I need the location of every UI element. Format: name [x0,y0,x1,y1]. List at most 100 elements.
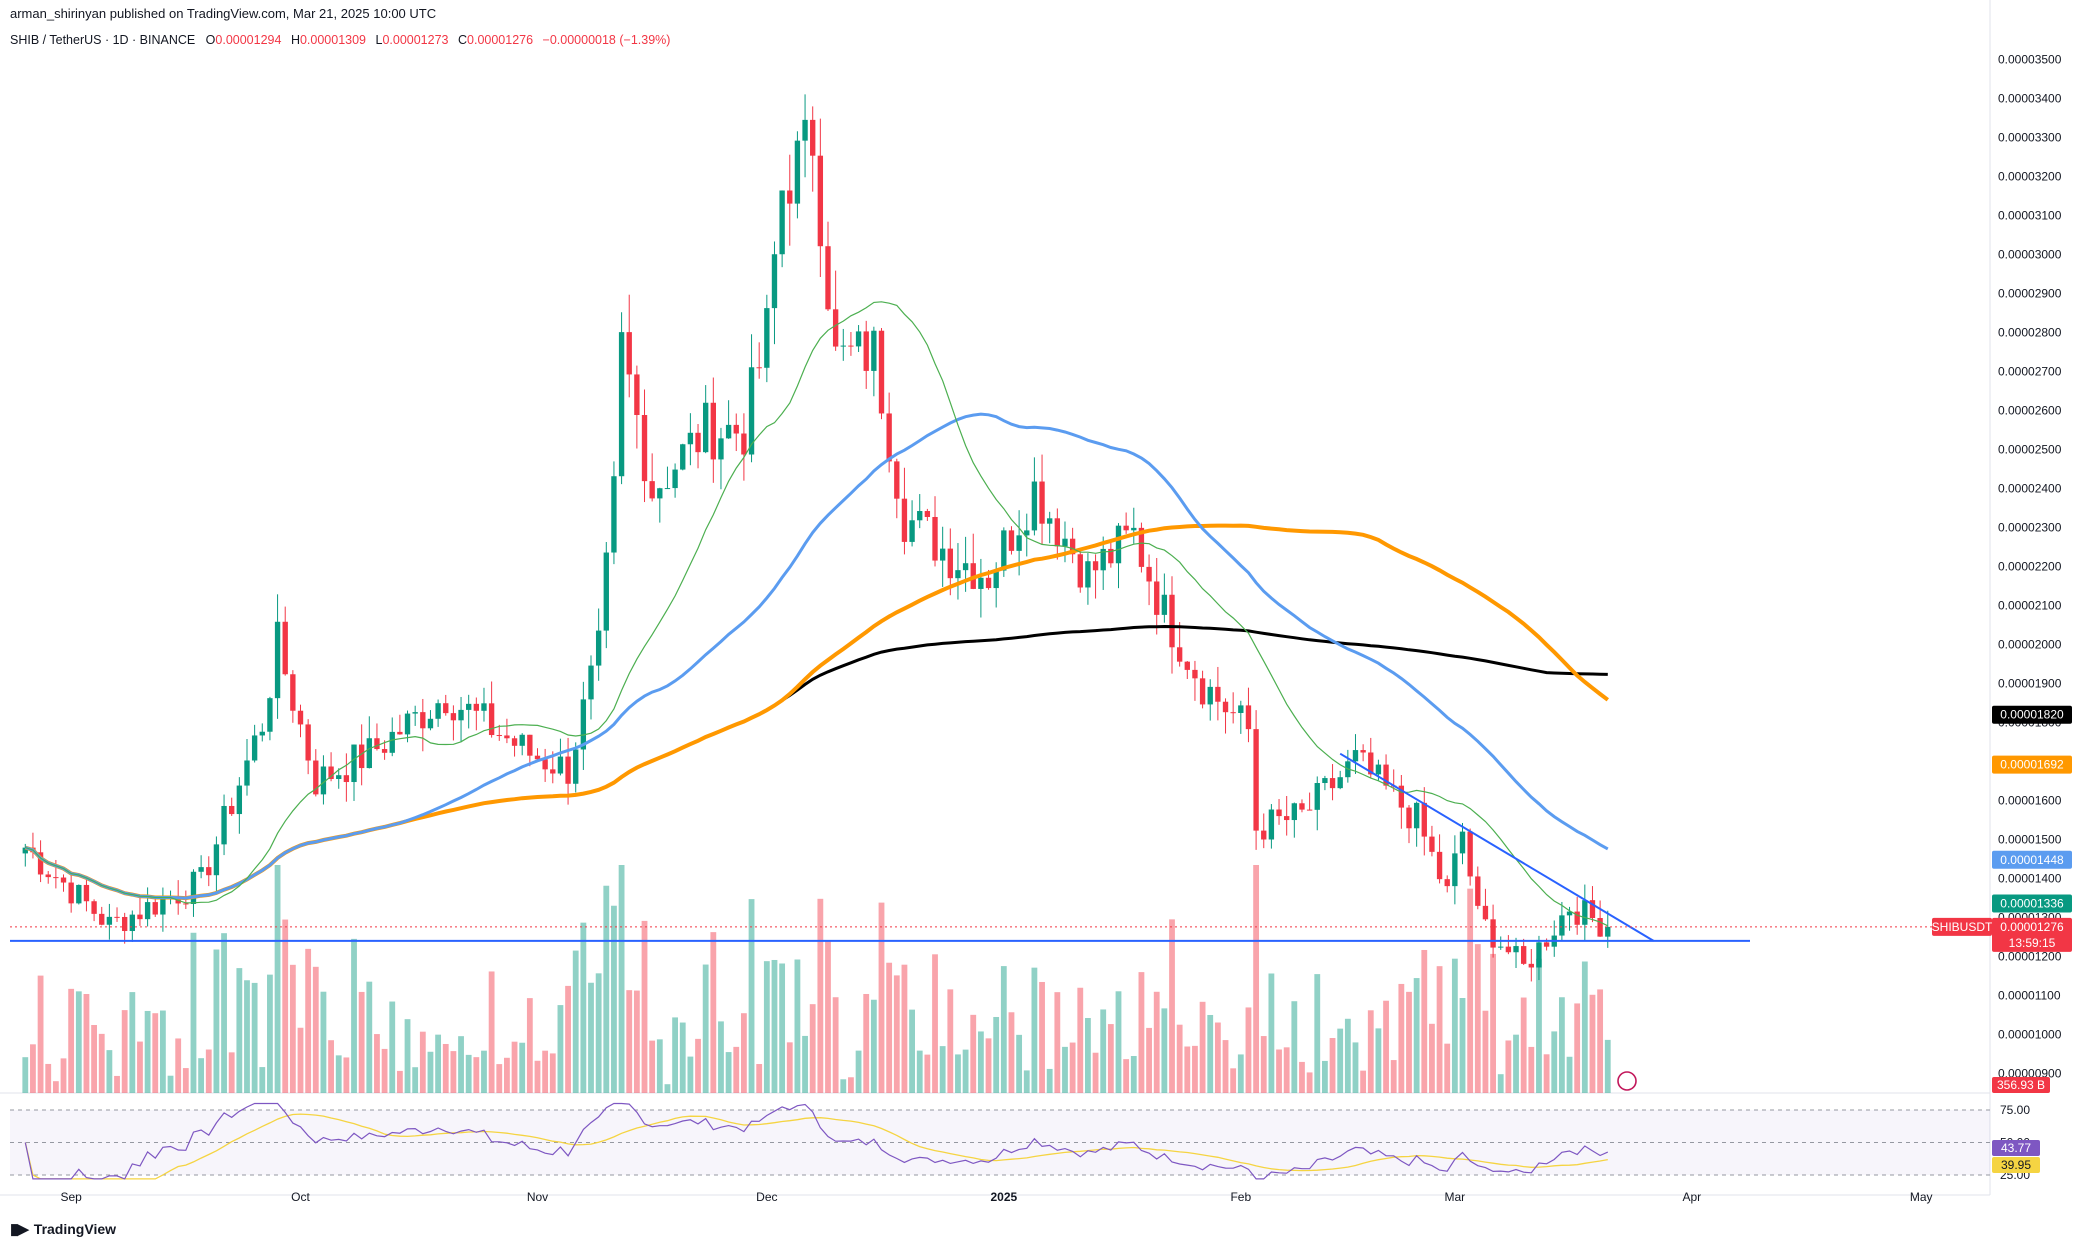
tradingview-logo-icon: ▮▶ [10,1221,29,1238]
price-tick-label: 0.00001400 [1998,872,2062,886]
candle-body [947,548,953,579]
candle-body [840,345,846,347]
volume-bar [542,1050,549,1093]
volume-bar [633,990,640,1093]
volume-bar [1505,1040,1512,1093]
candle-body [580,699,587,750]
ma50-line [24,412,1609,900]
volume-bar [175,1038,182,1093]
volume-bar [1245,1007,1252,1093]
symbol-name[interactable]: SHIB / TetherUS · 1D · BINANCE [10,33,196,47]
candle-body [1543,942,1550,947]
candle-body [160,898,166,915]
volume-bar [45,1063,52,1093]
volume-bar [75,991,82,1093]
volume-bar [305,948,312,1093]
volume-bar [1214,1022,1221,1093]
volume-bar [190,932,197,1093]
price-tick-label: 0.00002300 [1998,521,2062,535]
symbol-legend: SHIB / TetherUS · 1D · BINANCE O0.000012… [10,33,676,47]
volume-bar [98,1033,105,1093]
tradingview-logo[interactable]: ▮▶ TradingView [10,1220,116,1238]
volume-bar [526,998,533,1093]
candle-body [259,731,265,736]
candle-body [703,402,709,453]
volume-bar [672,1017,679,1093]
volume-bar [473,1057,480,1093]
ma20-line [25,301,1609,927]
price-tick-label: 0.00003000 [1998,248,2062,262]
price-tick-label: 0.00001000 [1998,1028,2062,1042]
candle-body [1482,905,1489,920]
flash-icon [1617,1071,1637,1091]
volume-bar [144,1010,151,1093]
candle-body [1605,926,1611,937]
ma-value-label: 0.00001820 [2000,708,2064,722]
candle-body [488,703,495,736]
candle-body [710,402,716,460]
candle-body [1039,481,1045,524]
candle-body [917,511,923,521]
volume-bar [1543,1054,1550,1093]
price-tick-label: 0.00001900 [1998,677,2062,691]
volume-bar [182,1068,189,1093]
volume-bar [947,989,954,1093]
tradingview-brand: TradingView [33,1221,117,1237]
volume-bar [1169,919,1175,1093]
volume-bar [779,963,786,1093]
volume-bar [664,1084,671,1093]
volume-bar [244,980,250,1093]
candle-body [152,902,158,915]
time-tick-label: Apr [1683,1190,1702,1204]
candle-body [1436,851,1443,880]
candle-body [83,884,90,902]
volume-bar [152,1013,159,1093]
candle-body [1176,647,1183,662]
volume-bar [1100,1009,1107,1093]
candle-body [1230,712,1236,714]
price-tick-label: 0.00002200 [1998,560,2062,574]
candle-body [1131,527,1137,531]
volume-bar [1153,991,1160,1093]
volume-bar [1429,1023,1435,1093]
candle-body [1108,548,1114,564]
candle-body [404,713,411,735]
price-tick-label: 0.00002000 [1998,638,2062,652]
candle-body [1138,527,1145,567]
candle-body [351,744,357,783]
candle-body [99,913,105,925]
candle-body [748,367,755,455]
volume-bar [809,1004,816,1093]
close-value: 0.00001276 [467,33,534,47]
rsi-ma-line [24,1113,1608,1180]
candle-body [1031,481,1038,531]
volume-bar [1474,944,1481,1093]
volume-bar [312,966,319,1093]
candle-body [282,621,288,675]
volume-layer [22,865,1611,1093]
time-tick-label: May [1910,1190,1933,1204]
candle-body [787,190,793,204]
candle-body [1413,802,1420,829]
volume-bar [886,962,893,1093]
price-tick-label: 0.00003200 [1998,170,2062,184]
candle-body [1452,853,1458,887]
volume-bar [572,950,579,1093]
volume-bar [1597,989,1604,1093]
candle-body [366,738,372,769]
volume-bar [511,1041,518,1093]
volume-bar [786,1042,793,1093]
candle-body [794,140,801,204]
volume-bar [1528,1046,1535,1093]
volume-bar [970,1014,977,1093]
volume-bar [656,1039,663,1093]
volume-bar [1039,981,1045,1093]
candle-body [1314,783,1320,810]
candle-body [320,766,327,795]
volume-bar [1146,1027,1152,1093]
volume-bar [129,992,136,1093]
candle-body [45,874,51,878]
candle-body [1520,946,1527,964]
rsi-value-badge [1992,1140,2040,1156]
